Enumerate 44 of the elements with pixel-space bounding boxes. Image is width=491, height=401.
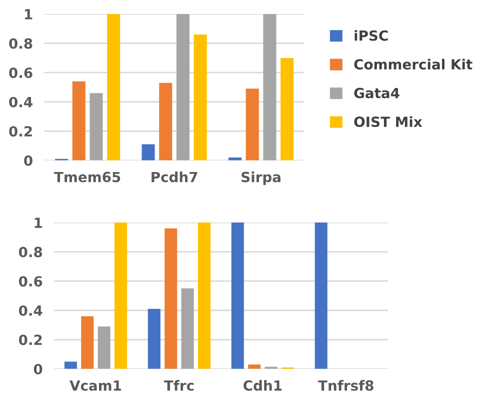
x-tick-label: Tmem65 bbox=[54, 172, 120, 182]
y-tick-label: 0.4 bbox=[9, 96, 32, 108]
bar bbox=[98, 326, 110, 369]
x-tick-label: Sirpa bbox=[242, 172, 280, 185]
y-tick-label: 0.2 bbox=[9, 126, 32, 137]
bar bbox=[280, 58, 294, 160]
bar bbox=[164, 228, 178, 369]
bar bbox=[142, 144, 155, 160]
x-tick-label: Vcam1 bbox=[70, 380, 122, 391]
bar bbox=[248, 364, 261, 369]
bar bbox=[198, 222, 211, 369]
legend-label: Commercial Kit bbox=[354, 58, 472, 70]
bar bbox=[72, 81, 86, 160]
x-tick-label: Tnfrsf8 bbox=[318, 380, 374, 391]
y-tick-label: 0.2 bbox=[18, 334, 42, 346]
legend-label: Gata4 bbox=[354, 88, 400, 98]
x-tick-label: Cdh1 bbox=[244, 380, 282, 391]
bar bbox=[176, 14, 190, 160]
bar bbox=[231, 222, 244, 369]
bar bbox=[90, 93, 103, 160]
y-tick-label: 0.8 bbox=[18, 246, 42, 258]
bar bbox=[81, 316, 94, 369]
legend-label: iPSC bbox=[354, 30, 388, 41]
y-tick-label: 0.8 bbox=[9, 38, 32, 49]
y-tick-label: 1 bbox=[24, 9, 32, 20]
bar bbox=[194, 34, 207, 160]
legend-label: OIST Mix bbox=[354, 116, 422, 128]
bar bbox=[64, 362, 77, 369]
bar bbox=[181, 288, 194, 369]
bar bbox=[246, 88, 259, 160]
y-tick-label: 0 bbox=[24, 155, 32, 166]
x-tick-label: Tfrc bbox=[164, 380, 194, 391]
y-tick-label: 0 bbox=[34, 364, 42, 374]
x-tick-label: Pcdh7 bbox=[152, 172, 198, 182]
bar bbox=[107, 14, 120, 160]
bar bbox=[159, 82, 172, 160]
bar bbox=[314, 222, 328, 369]
y-tick-label: 1 bbox=[34, 218, 42, 228]
y-tick-label: 0.6 bbox=[18, 276, 42, 287]
bar bbox=[148, 308, 160, 369]
y-tick-label: 0.6 bbox=[9, 68, 32, 78]
bar bbox=[114, 222, 128, 369]
bar bbox=[263, 14, 276, 160]
y-tick-label: 0.4 bbox=[18, 305, 42, 316]
